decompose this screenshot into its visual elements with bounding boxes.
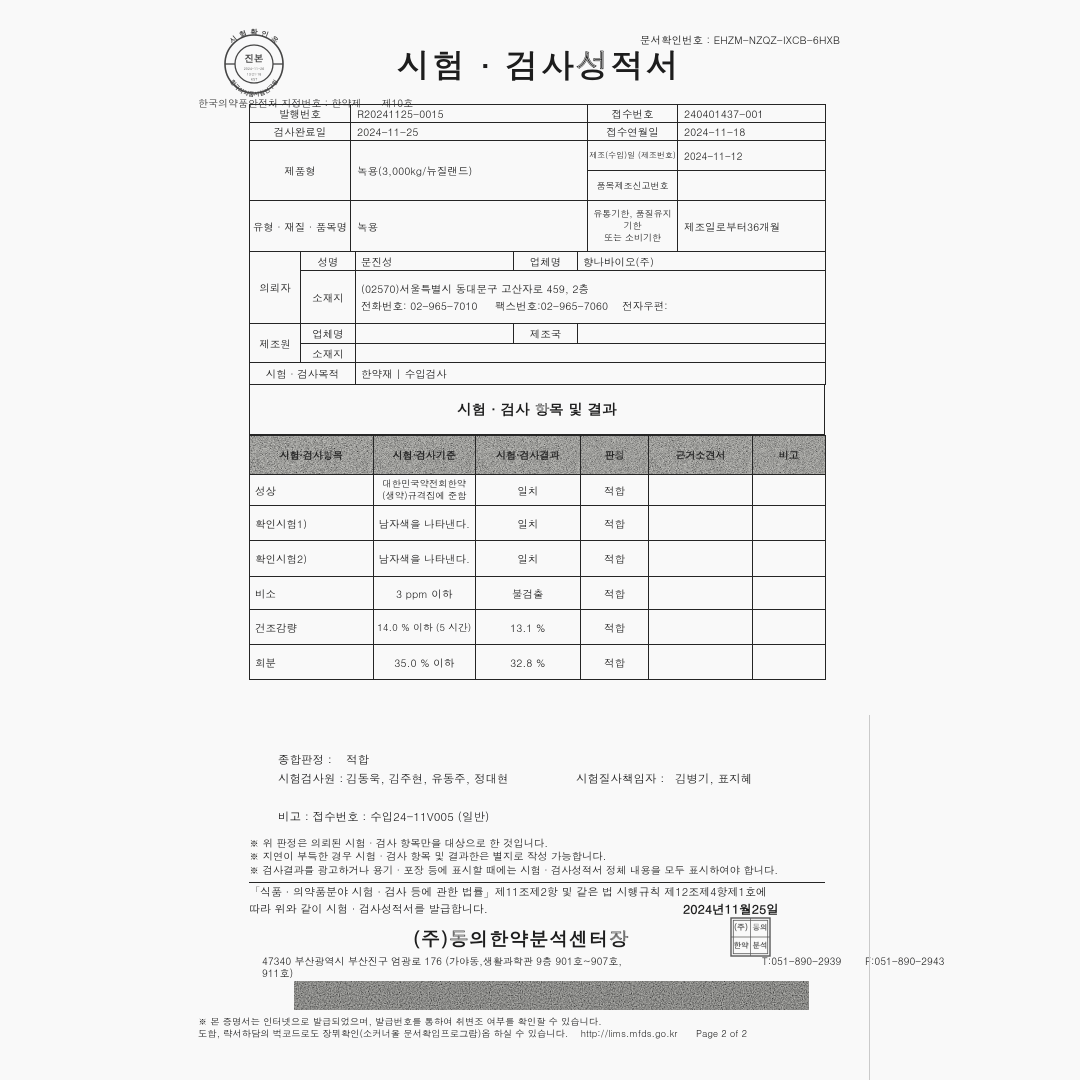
svg-text:한약: 한약	[734, 941, 750, 951]
svg-text:동의: 동의	[753, 923, 768, 933]
svg-text:시 험 확 인 용: 시 험 확 인 용	[227, 27, 281, 47]
svg-text:진본: 진본	[245, 51, 265, 65]
svg-text:(주): (주)	[734, 922, 748, 933]
svg-text:분석: 분석	[753, 941, 768, 951]
svg-text:KST: KST	[251, 77, 258, 82]
svg-text:2024-11-26: 2024-11-26	[244, 66, 264, 71]
